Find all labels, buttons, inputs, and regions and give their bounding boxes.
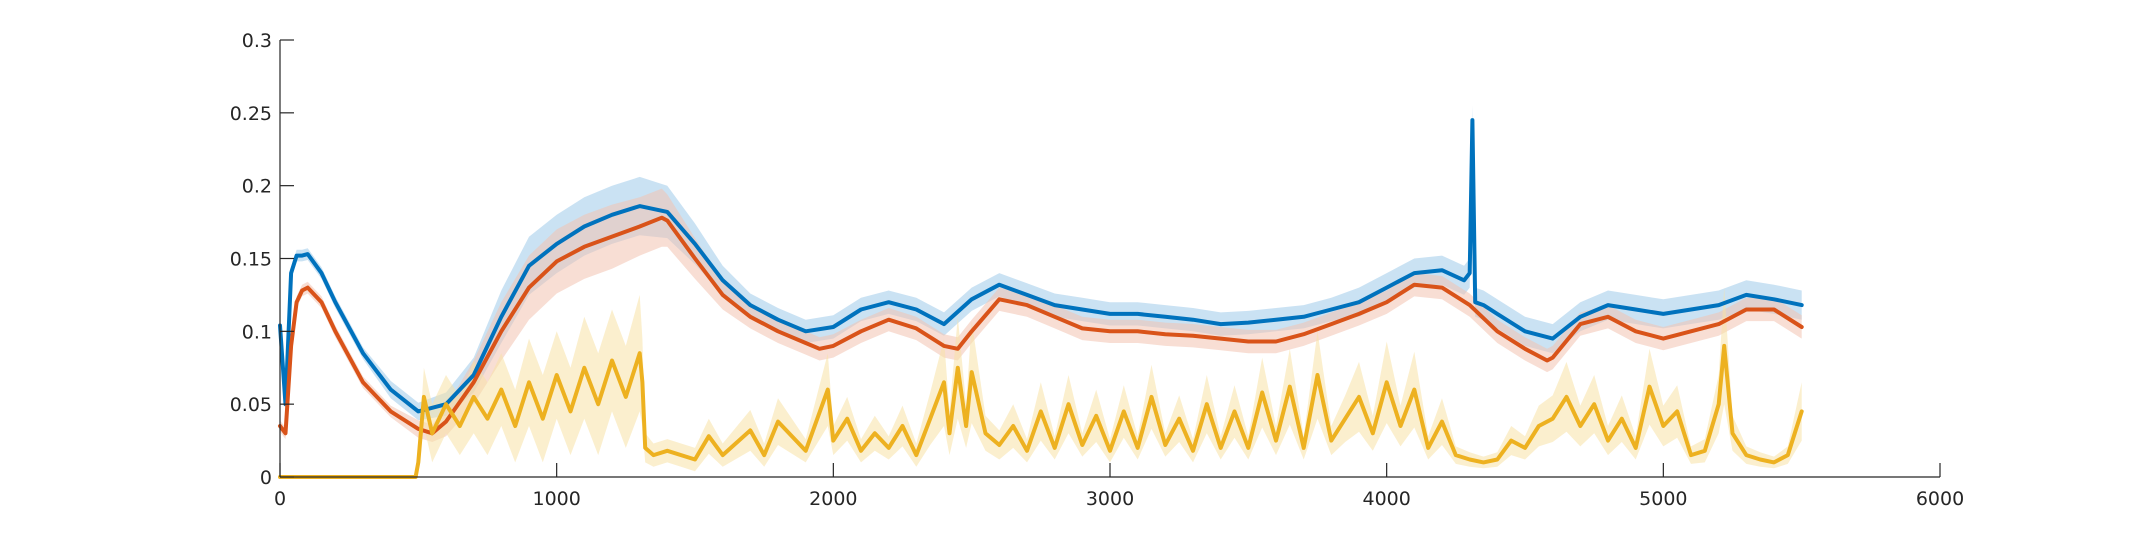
- axes: 0 1000 2000 3000 4000 5000 6000 0 0.05 0.1 0.15 0.2…: [230, 30, 1964, 510]
- x-tick-label: 4000: [1362, 488, 1410, 510]
- x-tick-label: 2000: [809, 488, 857, 510]
- y-tick-label: 0.3: [242, 30, 272, 52]
- series-1-line: [278, 118, 1804, 414]
- x-tick-label: 1000: [532, 488, 580, 510]
- y-tick-label: 0.25: [230, 103, 272, 125]
- series-2-band: [280, 188, 1802, 442]
- series-3-band: [280, 287, 1802, 477]
- y-tick-label: 0: [260, 467, 272, 489]
- y-tick-label: 0.2: [242, 176, 272, 198]
- x-tick-label: 3000: [1086, 488, 1134, 510]
- confidence-bands: [280, 105, 1802, 477]
- series-3-line: [278, 343, 1804, 479]
- x-tick-label: 5000: [1639, 488, 1687, 510]
- y-tick-label: 0.15: [230, 249, 272, 271]
- series-1-band: [280, 105, 1802, 421]
- series-2-line: [278, 215, 1804, 436]
- y-tick-label: 0.05: [230, 394, 272, 416]
- x-tick-label: 0: [274, 488, 286, 510]
- series-lines: [278, 118, 1804, 479]
- x-tick-label: 6000: [1916, 488, 1964, 510]
- y-tick-label: 0.1: [242, 321, 272, 343]
